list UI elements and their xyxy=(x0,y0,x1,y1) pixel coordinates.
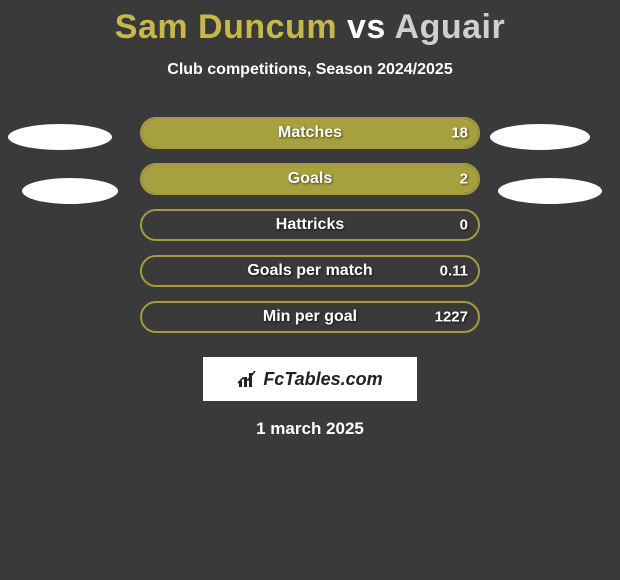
bar-track: Matches 18 xyxy=(140,117,480,149)
date-text: 1 march 2025 xyxy=(0,419,620,439)
bar-track: Goals 2 xyxy=(140,163,480,195)
bar-track: Hattricks 0 xyxy=(140,209,480,241)
side-ellipse xyxy=(8,124,112,150)
fctables-logo: FcTables.com xyxy=(203,357,417,401)
stat-label: Min per goal xyxy=(263,308,357,326)
stat-row: Hattricks 0 xyxy=(0,209,620,241)
stat-row: Goals per match 0.11 xyxy=(0,255,620,287)
stat-row: Min per goal 1227 xyxy=(0,301,620,333)
stat-label: Goals per match xyxy=(247,262,372,280)
vs-text: vs xyxy=(347,8,386,46)
bar-track: Goals per match 0.11 xyxy=(140,255,480,287)
logo-text: FcTables.com xyxy=(263,369,382,390)
player2-name: Aguair xyxy=(395,8,506,46)
stat-label: Goals xyxy=(288,170,332,188)
comparison-title: Sam Duncum vs Aguair xyxy=(0,8,620,47)
bar-track: Min per goal 1227 xyxy=(140,301,480,333)
stat-label: Matches xyxy=(278,124,342,142)
player1-name: Sam Duncum xyxy=(115,8,337,46)
stat-value-right: 1227 xyxy=(435,309,468,326)
stat-value-right: 0.11 xyxy=(440,263,468,280)
side-ellipse xyxy=(22,178,118,204)
stat-value-right: 18 xyxy=(451,125,468,142)
side-ellipse xyxy=(498,178,602,204)
subtitle: Club competitions, Season 2024/2025 xyxy=(0,61,620,79)
side-ellipse xyxy=(490,124,590,150)
stat-value-right: 0 xyxy=(460,217,468,234)
stat-label: Hattricks xyxy=(276,216,344,234)
chart-icon xyxy=(237,369,259,389)
stat-value-right: 2 xyxy=(460,171,468,188)
